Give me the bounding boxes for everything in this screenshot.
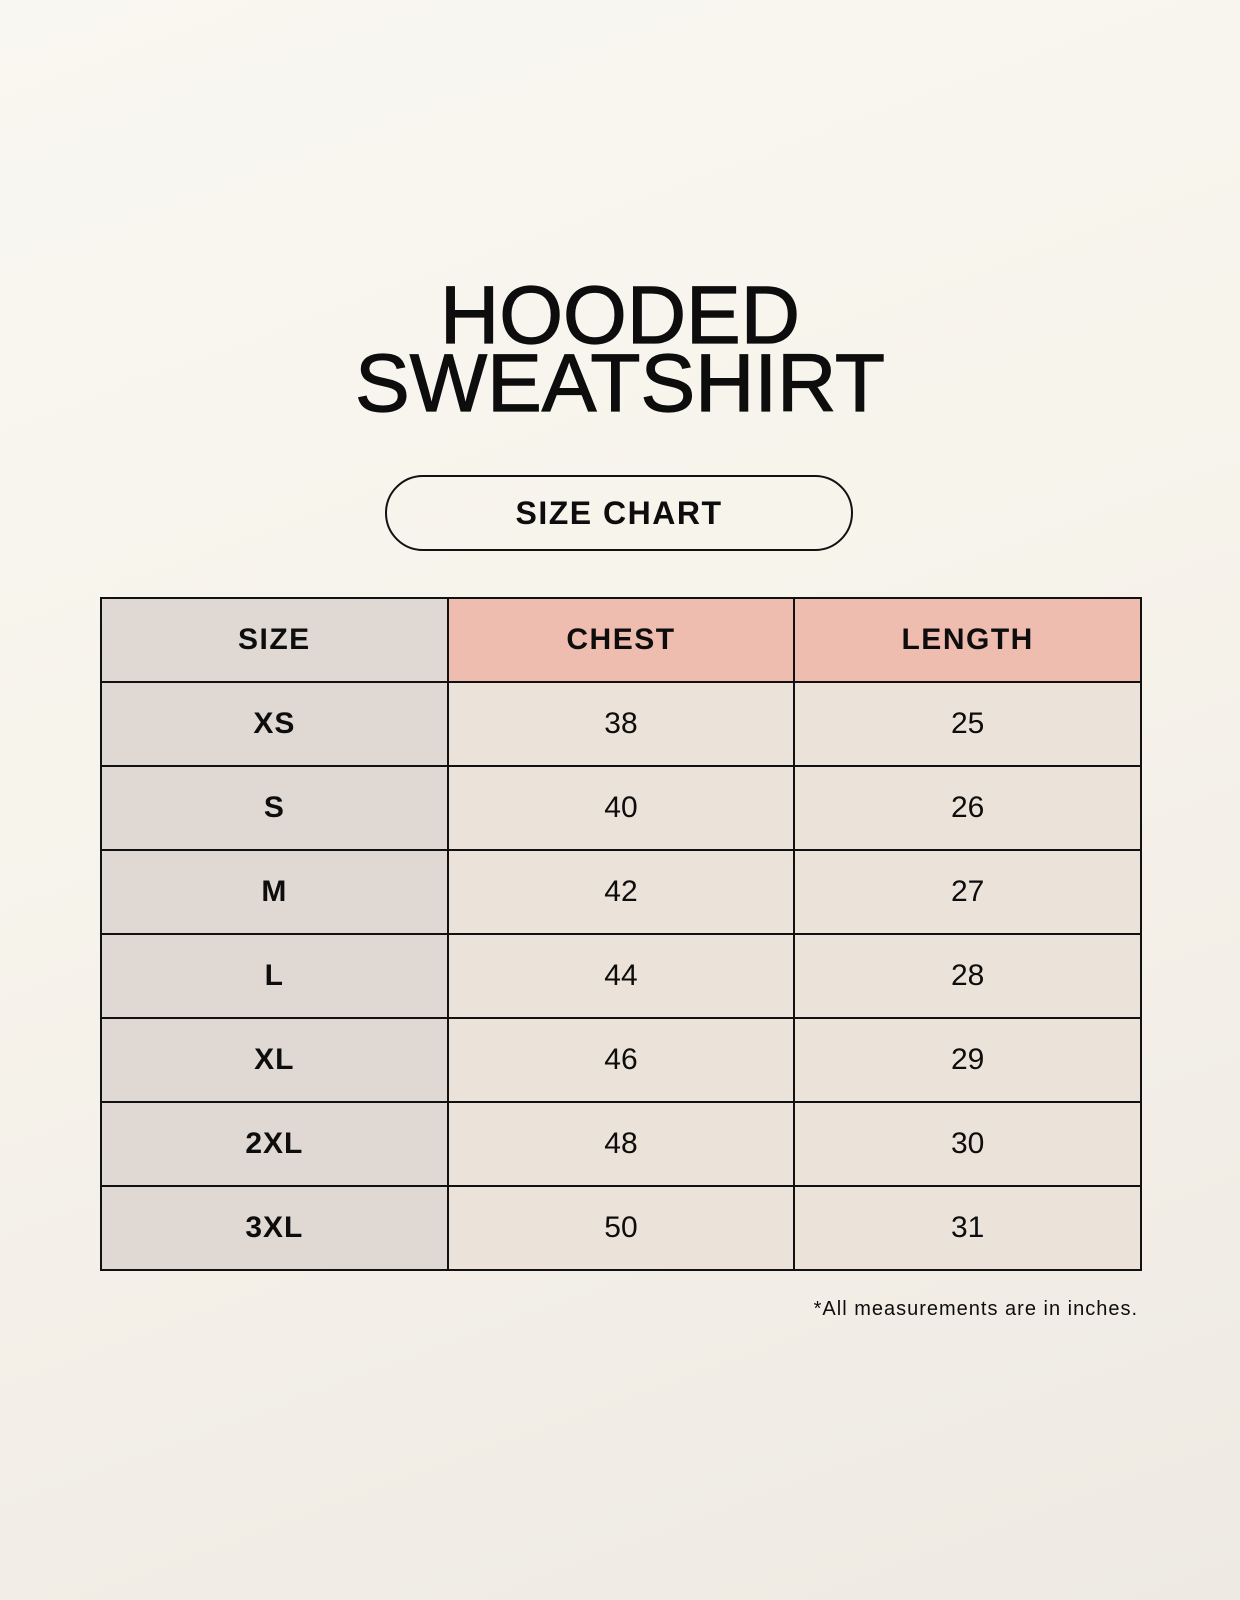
size-table: SIZE CHEST LENGTH XS 38 25 S 40 26 M 42 27 L 44 28 X… bbox=[100, 597, 1142, 1271]
cell-length: 28 bbox=[793, 933, 1142, 1019]
table-row: M 42 27 bbox=[100, 849, 1142, 935]
cell-length: 25 bbox=[793, 681, 1142, 767]
cell-size: M bbox=[100, 849, 449, 935]
cell-length: 30 bbox=[793, 1101, 1142, 1187]
cell-chest: 44 bbox=[446, 933, 796, 1019]
cell-chest: 48 bbox=[446, 1101, 796, 1187]
header-length: LENGTH bbox=[793, 597, 1142, 683]
table-row: L 44 28 bbox=[100, 933, 1142, 1019]
cell-length: 29 bbox=[793, 1017, 1142, 1103]
title-line-1: HOODED bbox=[439, 270, 800, 361]
cell-size: 2XL bbox=[100, 1101, 449, 1187]
table-header-row: SIZE CHEST LENGTH bbox=[100, 597, 1142, 683]
table-row: XS 38 25 bbox=[100, 681, 1142, 767]
cell-length: 31 bbox=[793, 1185, 1142, 1271]
cell-chest: 40 bbox=[446, 765, 796, 851]
cell-size: S bbox=[100, 765, 449, 851]
title-line-2: SWEATSHIRT bbox=[354, 338, 885, 429]
footnote: *All measurements are in inches. bbox=[813, 1298, 1138, 1320]
page-title: HOODED SWEATSHIRT bbox=[0, 270, 1240, 429]
cell-size: XS bbox=[100, 681, 449, 767]
header-chest: CHEST bbox=[446, 597, 796, 683]
cell-chest: 38 bbox=[446, 681, 796, 767]
cell-length: 26 bbox=[793, 765, 1142, 851]
cell-size: 3XL bbox=[100, 1185, 449, 1271]
size-chart-badge: SIZE CHART bbox=[385, 475, 853, 551]
cell-chest: 50 bbox=[446, 1185, 796, 1271]
cell-chest: 46 bbox=[446, 1017, 796, 1103]
table-row: 3XL 50 31 bbox=[100, 1185, 1142, 1271]
cell-size: XL bbox=[100, 1017, 449, 1103]
header-size: SIZE bbox=[100, 597, 449, 683]
cell-chest: 42 bbox=[446, 849, 796, 935]
table-row: S 40 26 bbox=[100, 765, 1142, 851]
cell-length: 27 bbox=[793, 849, 1142, 935]
cell-size: L bbox=[100, 933, 449, 1019]
table-row: XL 46 29 bbox=[100, 1017, 1142, 1103]
table-row: 2XL 48 30 bbox=[100, 1101, 1142, 1187]
